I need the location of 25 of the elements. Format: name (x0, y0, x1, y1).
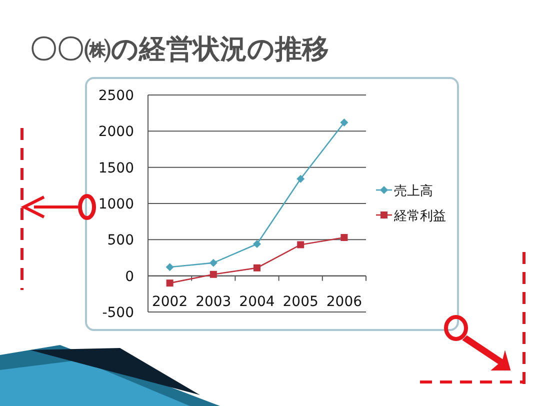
y-tick-label: 2500 (98, 88, 134, 104)
x-tick-label: 2002 (152, 294, 188, 310)
point (209, 258, 218, 267)
x-tick-label: 2006 (326, 294, 362, 310)
y-tick-label: 0 (125, 268, 134, 285)
y-tick-label: 500 (107, 232, 134, 249)
point (340, 234, 348, 241)
point (253, 240, 261, 248)
point (254, 264, 260, 272)
chart-title: 〇〇㈱の経営状況の推移 (30, 34, 329, 65)
point (210, 270, 217, 278)
point (166, 280, 174, 287)
x-tick-label: 2003 (196, 294, 232, 310)
point (166, 263, 174, 272)
legend-label: 経常利益 (393, 209, 446, 224)
point (296, 174, 305, 183)
y-tick-label: 2000 (98, 124, 134, 140)
y-tick-label: 1000 (98, 196, 134, 212)
x-tick-label: 2004 (239, 294, 275, 310)
point (340, 118, 348, 126)
legend-label: 売上高 (394, 183, 433, 199)
x-tick-label: 2005 (282, 294, 318, 310)
y-tick-label: -500 (102, 305, 134, 321)
point (297, 241, 304, 248)
y-tick-label: 1500 (98, 160, 134, 176)
